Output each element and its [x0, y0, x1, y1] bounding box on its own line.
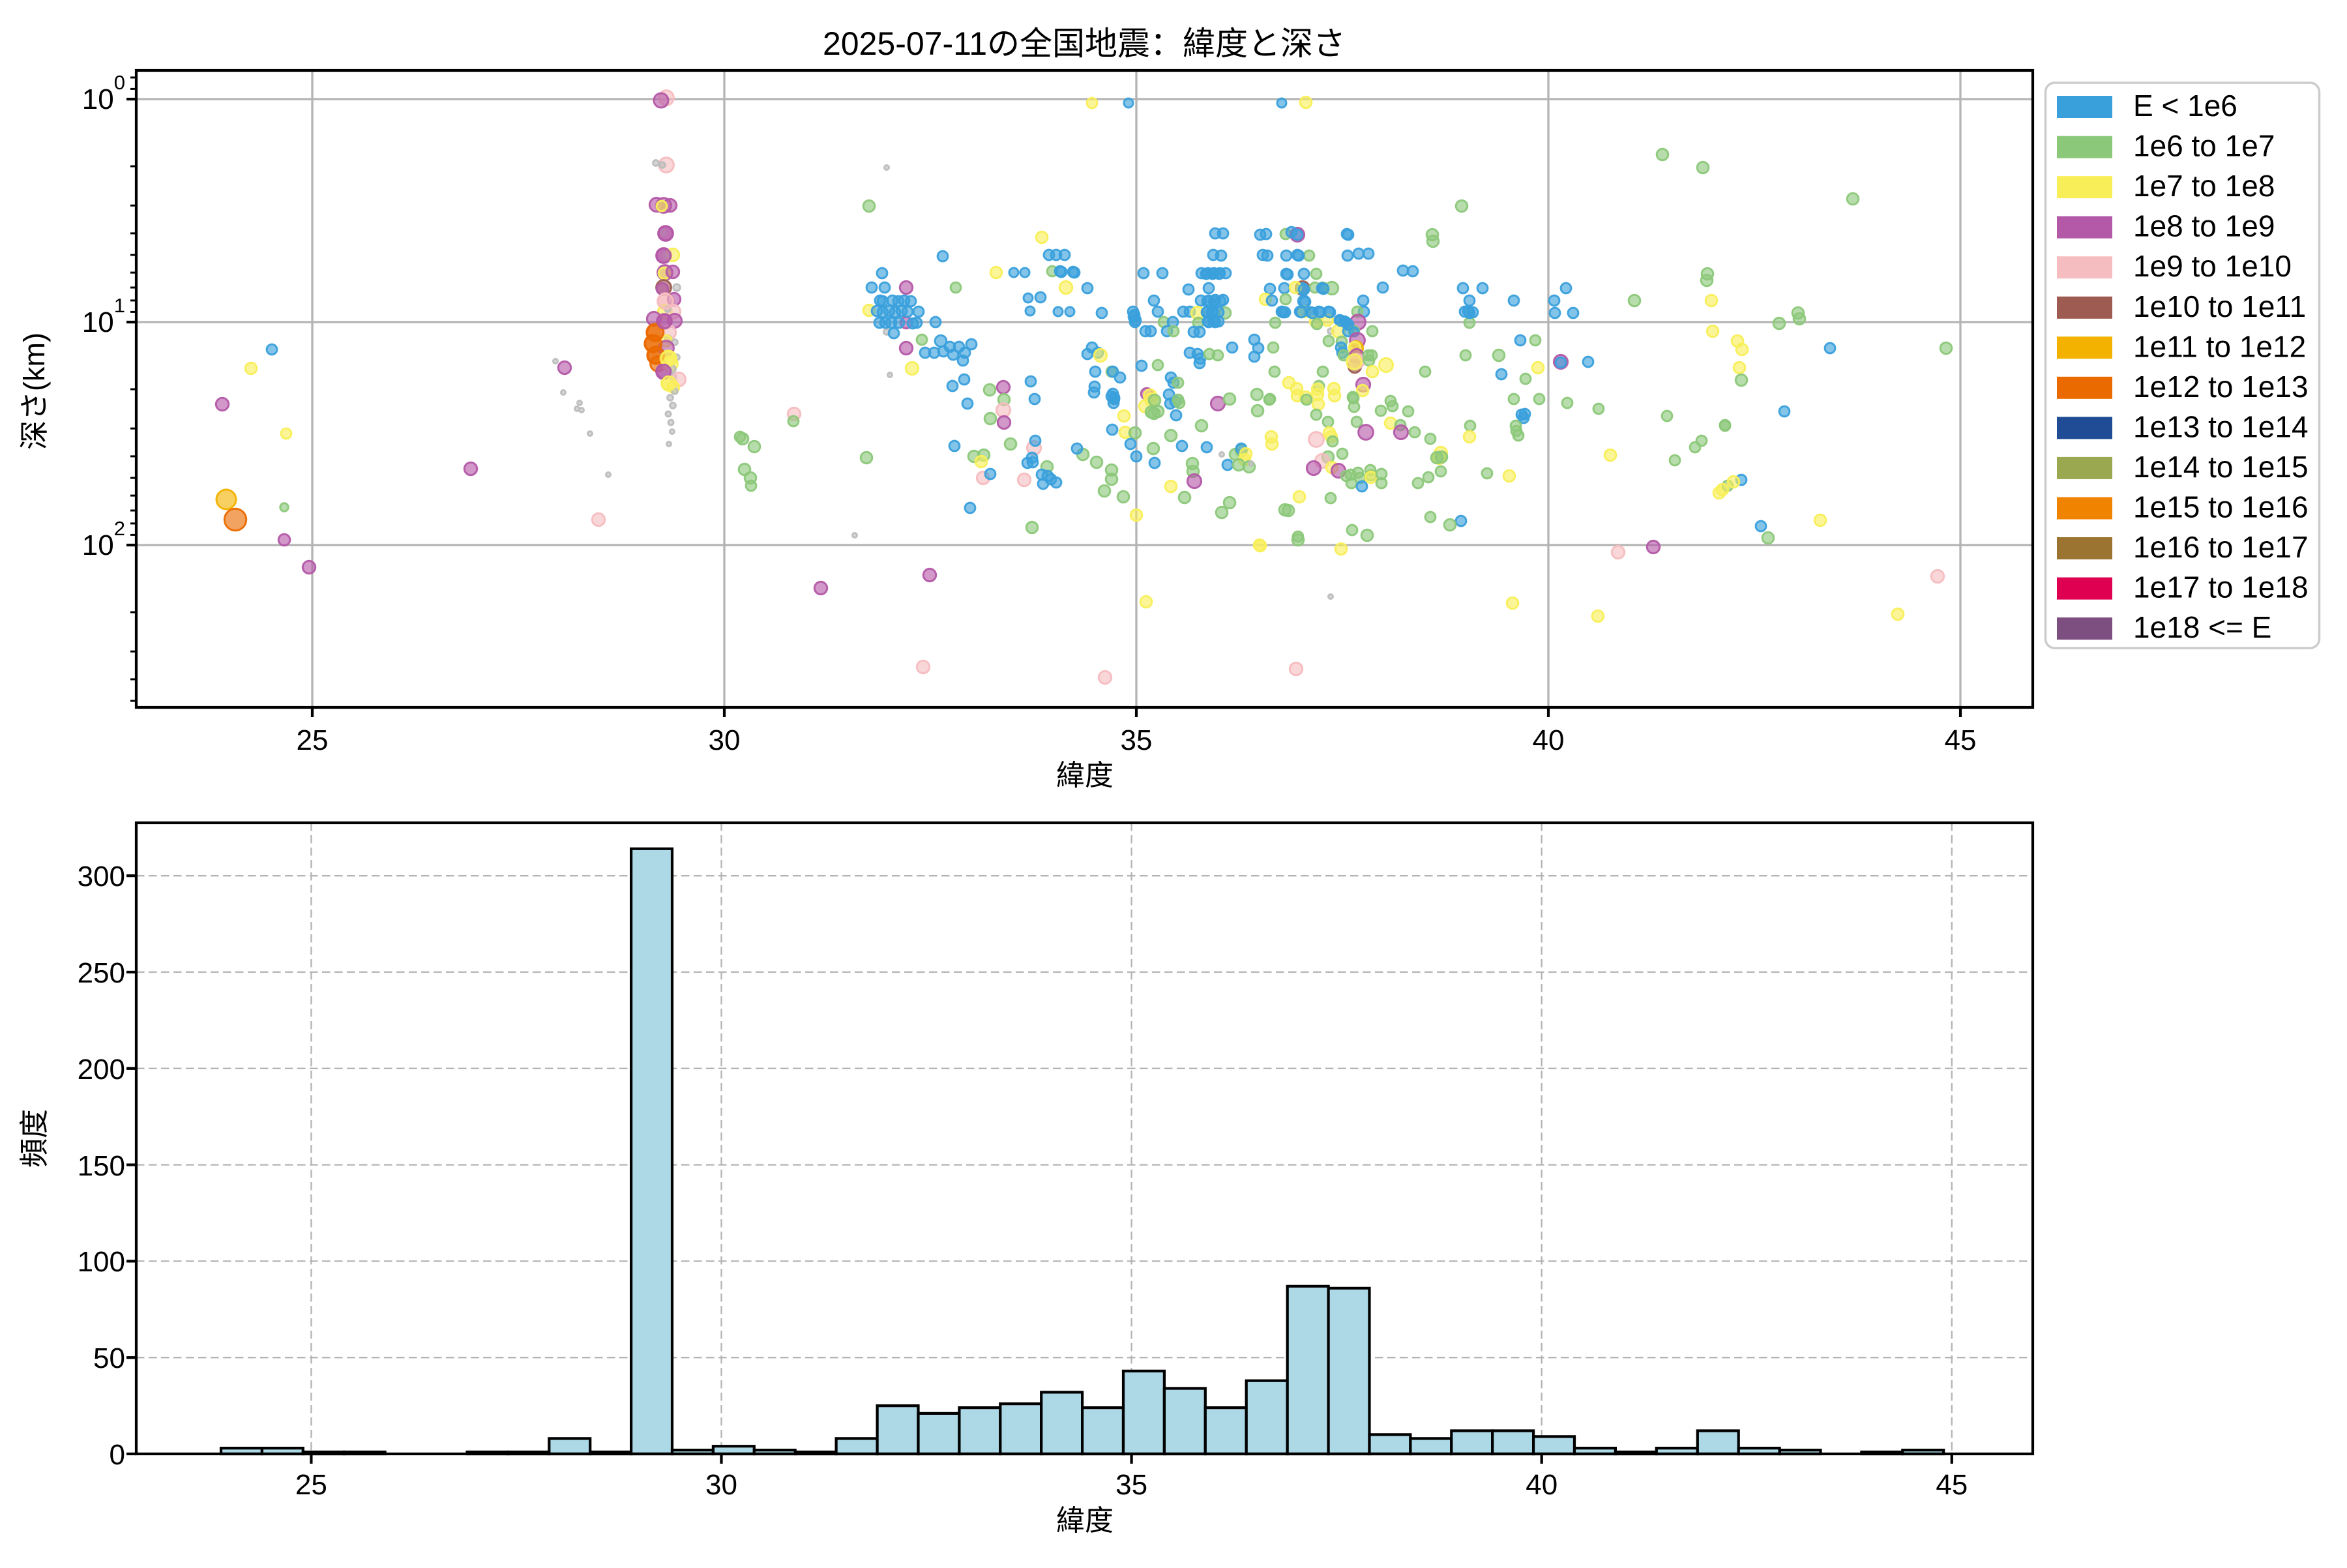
- svg-text:E < 1e6: E < 1e6: [2133, 89, 2237, 123]
- svg-text:35: 35: [1115, 1469, 1147, 1501]
- svg-text:30: 30: [709, 724, 741, 756]
- svg-text:35: 35: [1121, 724, 1153, 756]
- svg-text:頻度: 頻度: [18, 1109, 51, 1168]
- svg-text:200: 200: [78, 1054, 125, 1086]
- svg-text:2025-07-11の全国地震：緯度と深さ: 2025-07-11の全国地震：緯度と深さ: [823, 25, 1346, 62]
- svg-text:300: 300: [78, 861, 125, 893]
- svg-text:45: 45: [1945, 724, 1977, 756]
- svg-text:緯度: 緯度: [1056, 760, 1114, 791]
- svg-text:1e11 to 1e12: 1e11 to 1e12: [2133, 329, 2306, 363]
- svg-text:1e16 to 1e17: 1e16 to 1e17: [2133, 530, 2309, 564]
- svg-text:深さ(km): 深さ(km): [18, 333, 51, 450]
- svg-text:1e18 <= E: 1e18 <= E: [2133, 610, 2271, 644]
- svg-text:1e10 to 1e11: 1e10 to 1e11: [2133, 289, 2306, 323]
- svg-text:250: 250: [78, 957, 125, 989]
- svg-text:1e12 to 1e13: 1e12 to 1e13: [2133, 370, 2309, 404]
- svg-text:150: 150: [78, 1150, 125, 1182]
- svg-text:1e8 to 1e9: 1e8 to 1e9: [2133, 209, 2275, 243]
- svg-text:25: 25: [295, 1469, 327, 1501]
- svg-text:0: 0: [110, 1439, 125, 1471]
- svg-text:50: 50: [93, 1342, 125, 1374]
- svg-text:1e13 to 1e14: 1e13 to 1e14: [2133, 409, 2309, 443]
- svg-text:1e9 to 1e10: 1e9 to 1e10: [2133, 249, 2292, 283]
- svg-text:100: 100: [78, 1246, 125, 1278]
- svg-text:1e17 to 1e18: 1e17 to 1e18: [2133, 570, 2309, 604]
- svg-text:30: 30: [705, 1469, 737, 1501]
- svg-text:1e15 to 1e16: 1e15 to 1e16: [2133, 490, 2309, 524]
- svg-text:1e14 to 1e15: 1e14 to 1e15: [2133, 450, 2309, 484]
- svg-text:緯度: 緯度: [1056, 1505, 1114, 1537]
- svg-text:25: 25: [297, 724, 329, 756]
- svg-text:40: 40: [1533, 724, 1565, 756]
- svg-text:40: 40: [1526, 1469, 1557, 1501]
- svg-text:1e6 to 1e7: 1e6 to 1e7: [2133, 129, 2275, 163]
- svg-text:45: 45: [1936, 1469, 1968, 1501]
- svg-text:1e7 to 1e8: 1e7 to 1e8: [2133, 169, 2275, 203]
